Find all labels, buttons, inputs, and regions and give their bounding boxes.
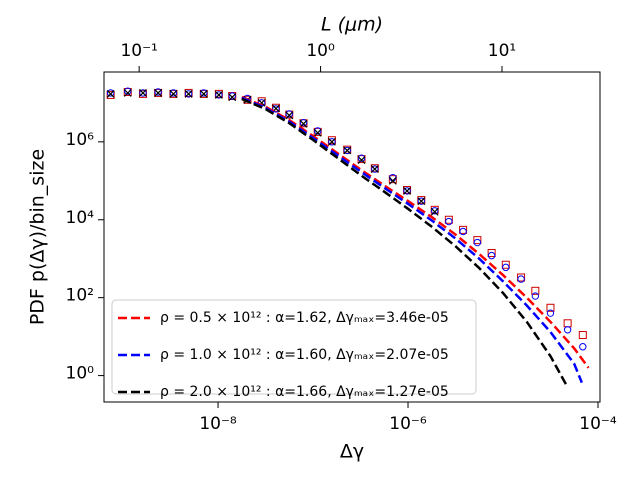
marker xyxy=(563,319,572,328)
x-tick-label: 10⁻⁶ xyxy=(389,414,427,434)
marker xyxy=(473,238,482,247)
marker xyxy=(502,263,510,272)
marker xyxy=(371,165,379,173)
marker xyxy=(228,92,236,100)
marker xyxy=(343,146,351,155)
x2-tick-label: 10⁰ xyxy=(306,41,335,61)
marker xyxy=(473,236,482,245)
marker xyxy=(546,303,555,312)
line xyxy=(241,95,590,369)
marker xyxy=(487,249,496,258)
marker xyxy=(388,176,397,185)
marker xyxy=(154,88,162,96)
x2-tick-label: 10¹ xyxy=(488,41,516,61)
marker xyxy=(184,90,193,98)
marker xyxy=(517,275,525,283)
y-tick-label: 10⁴ xyxy=(66,208,95,228)
marker xyxy=(314,127,322,135)
marker xyxy=(531,292,540,300)
marker xyxy=(430,207,439,216)
legend-label: ρ = 1.0 × 10¹² : α=1.60, Δγₘₐₓ=2.07e-05 xyxy=(160,347,449,363)
plot-area xyxy=(106,87,590,388)
y-tick-label: 10⁰ xyxy=(66,364,95,384)
marker xyxy=(531,286,540,295)
marker xyxy=(343,146,352,155)
marker xyxy=(388,175,397,184)
marker xyxy=(215,91,223,99)
marker xyxy=(139,89,147,97)
marker xyxy=(169,89,178,97)
marker xyxy=(214,90,223,99)
marker xyxy=(357,156,366,165)
legend-box xyxy=(111,299,477,395)
marker xyxy=(417,197,426,206)
marker xyxy=(154,89,163,97)
marker xyxy=(445,217,453,226)
marker xyxy=(124,87,132,95)
marker xyxy=(370,165,379,173)
x2-axis-label: L (μm) xyxy=(321,14,383,36)
marker xyxy=(459,227,467,236)
marker xyxy=(106,90,115,99)
marker xyxy=(357,154,366,162)
marker xyxy=(431,207,439,215)
line xyxy=(241,96,583,384)
plot-frame xyxy=(103,71,601,403)
marker xyxy=(517,273,526,282)
marker xyxy=(487,251,496,260)
legend-label: ρ = 0.5 × 10¹² : α=1.62, Δγₘₐₓ=3.46e-05 xyxy=(160,310,449,326)
marker xyxy=(106,89,115,98)
marker xyxy=(299,118,308,127)
marker xyxy=(123,89,132,97)
marker xyxy=(403,186,411,195)
marker xyxy=(327,136,336,145)
marker xyxy=(169,89,178,98)
marker xyxy=(563,326,572,334)
x-axis-label: Δγ xyxy=(340,441,364,463)
y-axis-label: PDF p(Δγ)/bin_size xyxy=(27,149,49,325)
marker xyxy=(327,137,336,146)
marker xyxy=(106,89,115,97)
x-tick-label: 10⁻⁸ xyxy=(199,414,237,434)
x2-tick-label: 10⁻¹ xyxy=(120,41,157,61)
marker xyxy=(299,119,308,128)
legend-label: ρ = 2.0 × 10¹² : α=1.66, Δγₘₐₓ=1.27e-05 xyxy=(160,384,449,400)
marker xyxy=(184,89,193,98)
marker xyxy=(272,105,280,113)
marker xyxy=(501,260,510,269)
marker xyxy=(459,225,468,234)
marker xyxy=(328,138,336,146)
marker xyxy=(285,111,294,120)
marker xyxy=(417,197,426,205)
marker xyxy=(546,309,555,317)
marker xyxy=(200,89,208,97)
marker xyxy=(313,128,322,137)
x-tick-label: 10⁻⁴ xyxy=(579,414,617,434)
marker xyxy=(199,89,208,98)
marker xyxy=(285,110,293,118)
marker xyxy=(444,215,453,224)
marker xyxy=(228,93,237,102)
marker xyxy=(578,331,587,340)
y-tick-label: 10² xyxy=(66,286,94,306)
marker xyxy=(139,89,147,97)
marker xyxy=(579,343,587,351)
line xyxy=(241,97,569,388)
y-tick-label: 10⁶ xyxy=(66,130,95,150)
marker xyxy=(403,187,411,195)
